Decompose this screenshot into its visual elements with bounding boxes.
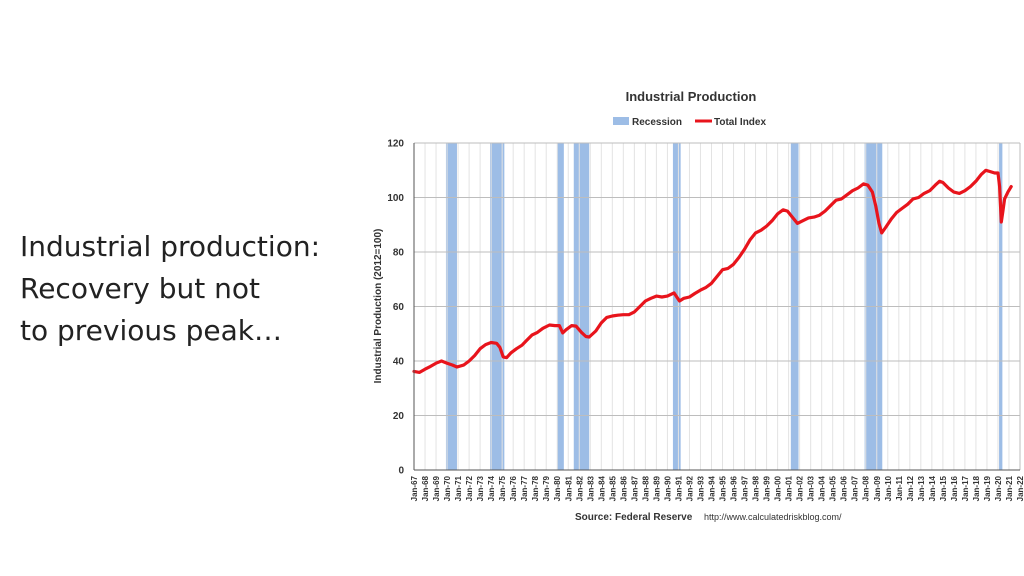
x-tick-label: Jan-86 [619,475,628,501]
y-tick-label: 100 [387,193,404,204]
x-tick-label: Jan-93 [697,475,706,501]
y-axis-label: Industrial Production (2012=100) [373,229,384,384]
x-tick-label: Jan-05 [829,475,838,501]
y-tick-label: 120 [387,139,404,150]
x-tick-label: Jan-13 [917,475,926,501]
x-tick-label: Jan-74 [487,475,496,501]
x-tick-label: Jan-06 [840,475,849,501]
x-tick-label: Jan-01 [785,475,794,501]
x-tick-label: Jan-85 [608,475,617,501]
legend-recession-label: Recession [632,117,682,128]
x-tick-label: Jan-03 [807,475,816,501]
x-tick-label: Jan-02 [796,475,805,501]
chart-legend: Recession Total Index [613,117,766,128]
x-tick-label: Jan-77 [520,475,529,501]
x-tick-label: Jan-88 [641,475,650,501]
x-tick-label: Jan-91 [674,475,683,501]
y-tick-label: 0 [398,466,404,477]
x-tick-label: Jan-22 [1016,475,1024,501]
slide-text: Industrial production: Recovery but not … [20,226,320,352]
x-tick-label: Jan-79 [542,475,551,501]
x-tick-label: Jan-72 [465,475,474,501]
x-tick-label: Jan-87 [630,475,639,501]
x-tick-label: Jan-76 [509,475,518,501]
y-axis: 0 20 40 60 80 100 120 [387,139,415,477]
y-tick-label: 20 [393,411,405,422]
x-tick-label: Jan-70 [443,475,452,501]
y-tick-label: 40 [393,357,405,368]
slide-line-3: to previous peak… [20,314,282,347]
x-tick-label: Jan-19 [983,475,992,501]
grid-lines [413,142,1021,471]
x-tick-label: Jan-99 [763,475,772,501]
x-tick-label: Jan-08 [862,475,871,501]
x-tick-label: Jan-89 [652,475,661,501]
x-tick-label: Jan-69 [432,475,441,501]
legend-recession-swatch [613,117,629,125]
x-tick-label: Jan-00 [774,475,783,501]
x-tick-label: Jan-11 [895,475,904,500]
x-tick-label: Jan-17 [961,475,970,501]
x-tick-label: Jan-20 [994,475,1003,501]
x-tick-label: Jan-98 [752,475,761,501]
x-tick-label: Jan-94 [708,475,717,501]
x-tick-label: Jan-09 [873,475,882,501]
legend-series-label: Total Index [714,117,766,128]
x-tick-label: Jan-84 [597,475,606,501]
x-tick-label: Jan-12 [906,475,915,501]
x-tick-label: Jan-10 [884,475,893,501]
x-tick-label: Jan-97 [741,475,750,501]
x-tick-label: Jan-75 [498,475,507,501]
x-tick-label: Jan-82 [575,475,584,501]
x-tick-label: Jan-73 [476,475,485,501]
slide-line-1: Industrial production: [20,230,321,263]
series-line-total-index [412,168,1013,374]
source-url: http://www.calculatedriskblog.com/ [704,512,842,522]
x-tick-label: Jan-92 [686,475,695,501]
x-tick-label: Jan-16 [950,475,959,501]
x-tick-label: Jan-14 [928,475,937,501]
x-tick-label: Jan-90 [663,475,672,501]
x-tick-label: Jan-68 [421,475,430,501]
x-tick-label: Jan-81 [564,475,573,501]
x-axis: Jan-67 Jan-68 Jan-69 Jan-70 Jan-71 Jan-72 Jan-… [410,469,1024,501]
series-layer [412,168,1013,374]
x-tick-label: Jan-07 [851,475,860,501]
x-tick-label: Jan-15 [939,475,948,501]
x-tick-label: Jan-95 [719,475,728,501]
y-tick-label: 80 [393,248,405,259]
x-tick-label: Jan-67 [410,475,419,501]
x-tick-label: Jan-83 [586,475,595,501]
x-tick-label: Jan-18 [972,475,981,501]
x-tick-label: Jan-21 [1005,475,1014,501]
x-tick-label: Jan-96 [730,475,739,501]
x-tick-label: Jan-78 [531,475,540,501]
source-label: Source: Federal Reserve [575,512,693,523]
x-tick-label: Jan-04 [818,475,827,501]
chart-title: Industrial Production [626,89,757,104]
x-tick-label: Jan-80 [553,475,562,501]
y-tick-label: 60 [393,302,405,313]
slide-line-2: Recovery but not [20,272,260,305]
x-tick-label: Jan-71 [454,475,463,501]
